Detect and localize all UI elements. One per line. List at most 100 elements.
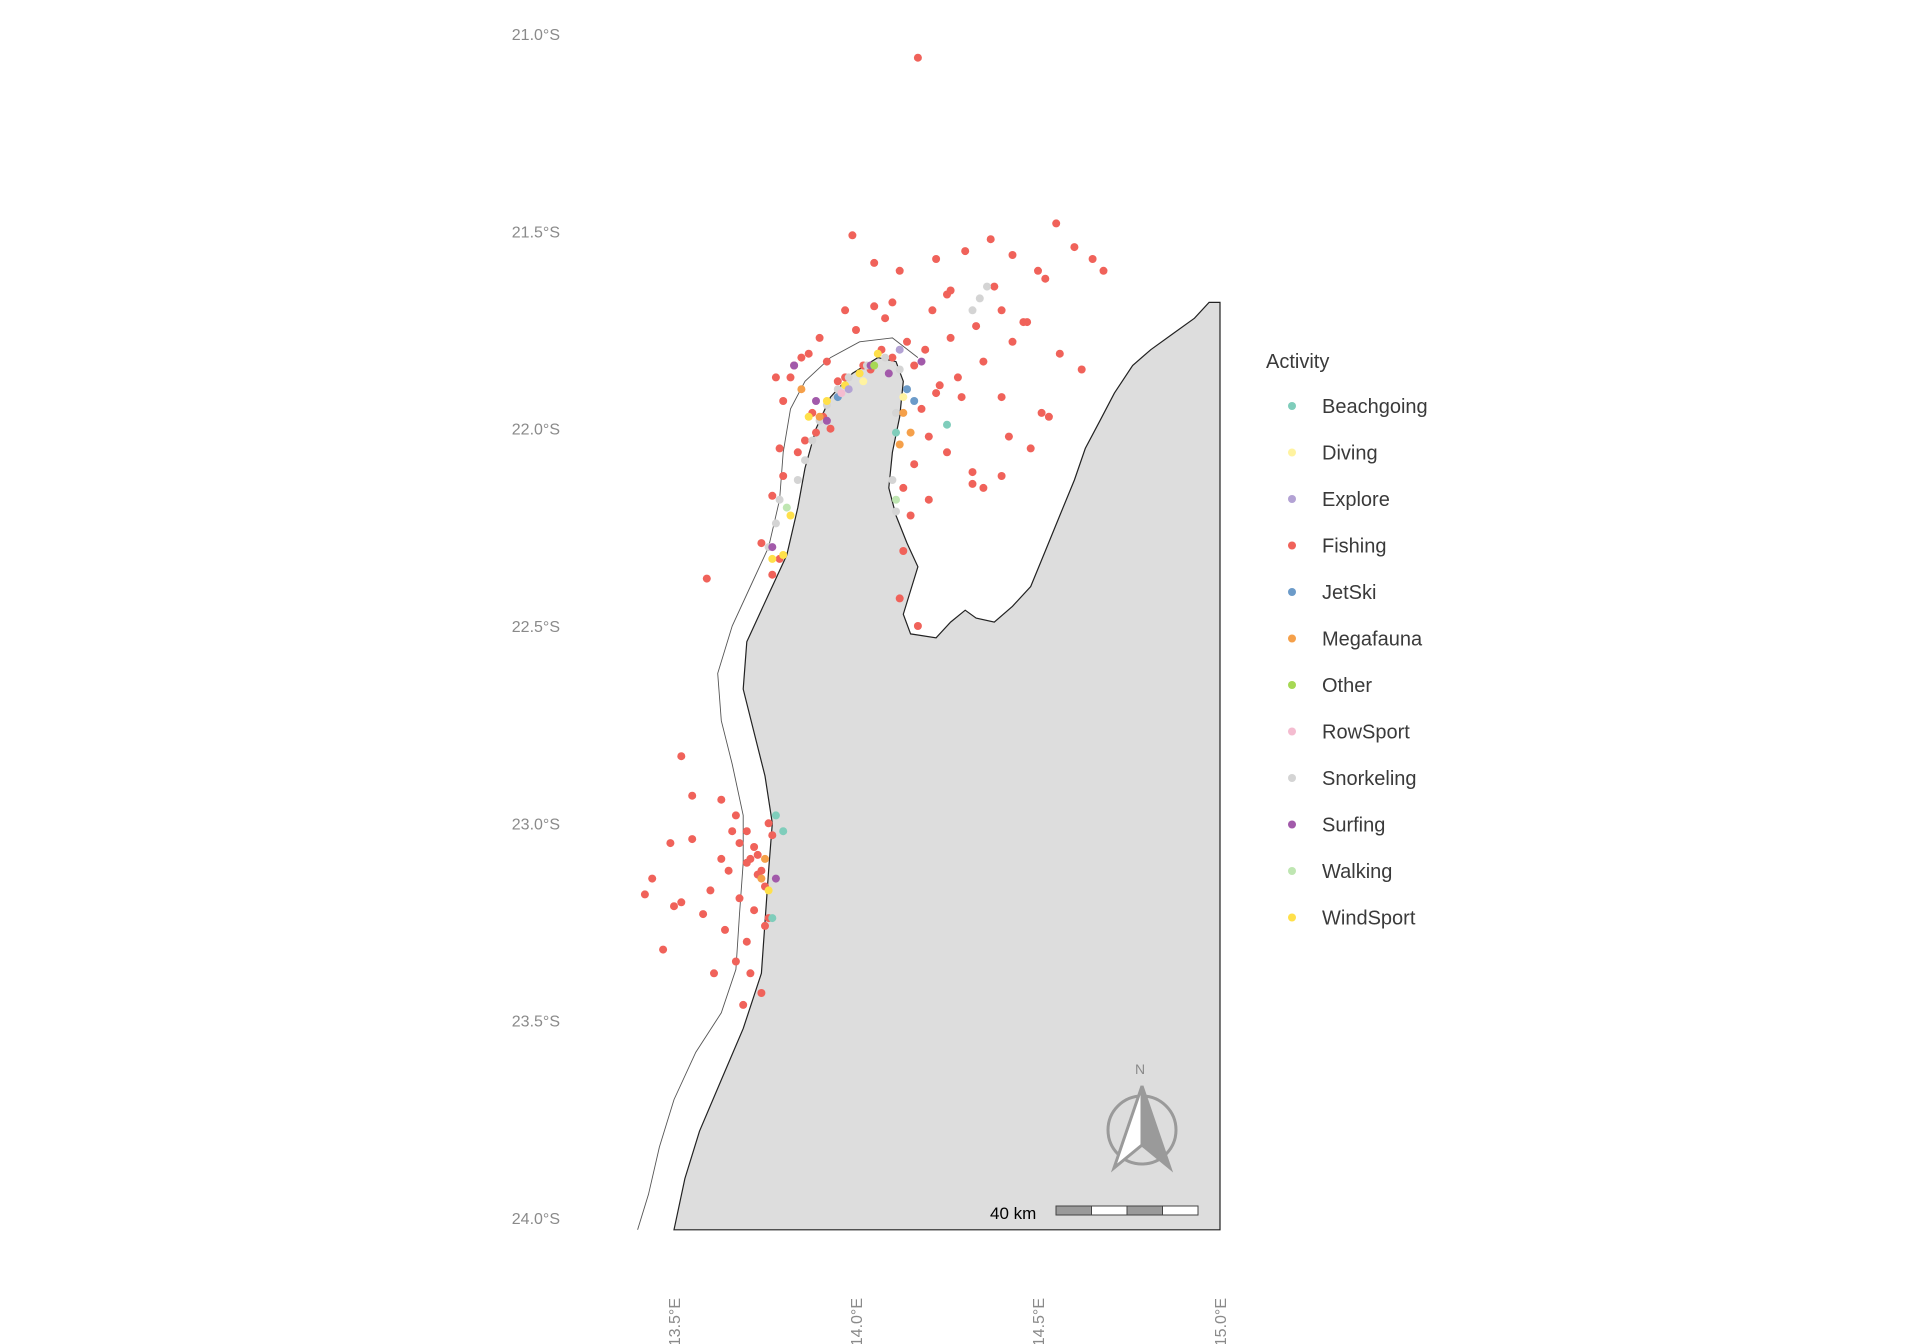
marine-park-boundary xyxy=(637,337,919,1230)
north-arrow: N xyxy=(1106,1061,1178,1173)
point-beachgoing xyxy=(771,811,780,820)
point-snorkeling xyxy=(844,373,853,382)
legend-key-walking xyxy=(1288,867,1296,875)
x-tick-label: 114.5°E xyxy=(1031,1298,1048,1344)
legend-label: Walking xyxy=(1322,861,1392,883)
point-fishing xyxy=(757,989,766,997)
point-fishing xyxy=(739,1000,748,1009)
point-fishing xyxy=(717,854,726,863)
point-fishing xyxy=(913,53,922,62)
point-fishing xyxy=(953,373,962,382)
point-fishing xyxy=(979,357,988,366)
point-fishing xyxy=(910,460,919,469)
point-fishing xyxy=(968,468,977,477)
point-fishing xyxy=(797,353,806,362)
point-fishing xyxy=(946,286,955,295)
legend-item-snorkeling: Snorkeling xyxy=(1288,768,1417,790)
point-fishing xyxy=(1008,251,1017,259)
point-fishing xyxy=(826,424,835,433)
point-megafauna xyxy=(895,440,904,449)
point-fishing xyxy=(706,886,715,895)
scale-bar-label: 40 km xyxy=(990,1204,1036,1223)
point-snorkeling xyxy=(895,365,904,374)
point-fishing xyxy=(793,448,802,457)
point-fishing xyxy=(917,404,926,413)
point-megafauna xyxy=(899,408,908,417)
point-fishing xyxy=(742,827,751,836)
point-snorkeling xyxy=(968,306,977,315)
scale-bar: 40 km xyxy=(990,1204,1199,1223)
point-surfing xyxy=(884,369,893,378)
point-fishing xyxy=(1052,219,1061,228)
point-fishing xyxy=(710,969,718,978)
legend-label: Surfing xyxy=(1322,815,1385,837)
point-fishing xyxy=(648,874,657,883)
point-fishing xyxy=(677,752,686,761)
point-snorkeling xyxy=(983,282,991,291)
point-windsport xyxy=(804,412,813,421)
point-fishing xyxy=(771,373,780,382)
point-snorkeling xyxy=(801,456,809,465)
point-explore xyxy=(844,385,853,394)
point-diving xyxy=(859,377,868,386)
y-tick-label: 23.0°S xyxy=(512,816,560,833)
point-fishing xyxy=(753,850,762,859)
point-fishing xyxy=(666,839,675,848)
point-rowsport xyxy=(837,389,846,398)
point-fishing xyxy=(804,349,813,358)
point-megafauna xyxy=(757,874,766,883)
scale-seg-2 xyxy=(1091,1205,1128,1216)
point-windsport xyxy=(855,369,864,378)
point-fishing xyxy=(768,831,777,840)
point-fishing xyxy=(640,890,649,899)
legend-label: Explore xyxy=(1322,489,1390,511)
point-fishing xyxy=(1023,318,1032,327)
legend-key-explore xyxy=(1288,495,1296,503)
point-fishing xyxy=(1008,337,1017,346)
point-fishing xyxy=(1041,274,1050,283)
land-layer xyxy=(673,301,1221,1231)
point-fishing xyxy=(921,345,930,354)
point-fishing xyxy=(924,495,933,504)
point-explore xyxy=(895,345,904,354)
legend-label: Fishing xyxy=(1322,536,1386,558)
legend-label: Diving xyxy=(1322,443,1378,465)
legend-key-rowsport xyxy=(1288,727,1296,736)
point-snorkeling xyxy=(793,476,802,484)
point-other xyxy=(870,361,879,370)
legend-key-fishing xyxy=(1288,541,1296,550)
legend: Activity Beachgoing Diving Explore Fishing J… xyxy=(1266,351,1428,930)
point-snorkeling xyxy=(881,353,890,362)
point-surfing xyxy=(822,416,831,425)
point-walking xyxy=(892,495,900,504)
point-fishing xyxy=(742,937,751,946)
point-fishing xyxy=(822,357,831,366)
y-tick-label: 24.0°S xyxy=(512,1211,560,1228)
point-snorkeling xyxy=(888,476,897,484)
scale-seg-3 xyxy=(1126,1205,1163,1216)
point-fishing xyxy=(699,910,708,919)
point-surfing xyxy=(771,874,780,883)
point-fishing xyxy=(913,622,922,630)
legend-key-windsport xyxy=(1288,913,1296,922)
point-beachgoing xyxy=(779,827,788,836)
point-fishing xyxy=(1088,255,1097,263)
point-fishing xyxy=(881,314,890,323)
point-fishing xyxy=(968,479,977,488)
legend-label: WindSport xyxy=(1322,908,1416,930)
point-fishing xyxy=(888,353,897,362)
point-fishing xyxy=(786,373,795,382)
point-fishing xyxy=(899,483,908,492)
x-tick-label: 113.5°E xyxy=(667,1298,684,1344)
point-fishing xyxy=(746,969,755,978)
point-fishing xyxy=(801,436,809,445)
point-fishing xyxy=(731,957,740,966)
point-fishing xyxy=(750,906,759,915)
point-fishing xyxy=(1055,349,1064,358)
point-fishing xyxy=(728,827,737,836)
point-fishing xyxy=(833,377,842,386)
point-megafauna xyxy=(761,854,769,863)
point-windsport xyxy=(873,349,882,358)
point-fishing xyxy=(717,795,726,804)
